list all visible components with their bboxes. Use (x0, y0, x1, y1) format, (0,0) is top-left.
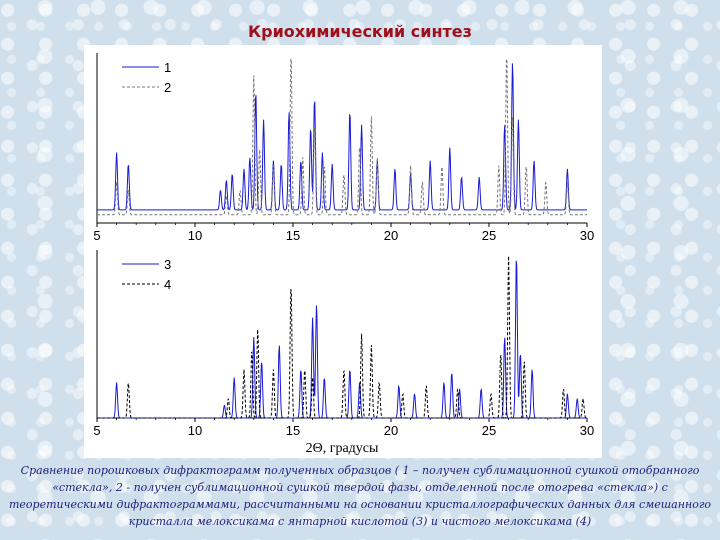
x-tick-label: 20 (384, 423, 398, 438)
x-axis-label: 2Θ, градусы (306, 441, 379, 456)
x-tick-label: 25 (482, 228, 496, 243)
series-4-line (97, 255, 587, 419)
x-tick-label: 10 (188, 228, 202, 243)
legend-label-4: 4 (164, 277, 171, 292)
legend-label-3: 3 (164, 257, 171, 272)
figure-caption: Сравнение порошковых дифрактограмм получ… (8, 464, 712, 528)
legend-label-2: 2 (164, 80, 171, 95)
slide-title: Криохимический синтез (248, 22, 472, 41)
x-tick-label: 25 (482, 423, 496, 438)
legend-label-1: 1 (164, 60, 171, 75)
x-tick-label: 10 (188, 423, 202, 438)
x-tick-label: 30 (580, 228, 594, 243)
x-tick-label: 15 (286, 423, 300, 438)
series-2-line (97, 58, 587, 216)
xrd-chart-panel: 5 10 15 20 25 30 1 2 5 10 15 20 25 30 3 4 2Θ, градусы (84, 45, 602, 458)
x-tick-label: 5 (93, 423, 100, 438)
x-tick-label: 30 (580, 423, 594, 438)
x-tick-label: 15 (286, 228, 300, 243)
series-1-line (97, 63, 587, 211)
x-tick-label: 5 (93, 228, 100, 243)
x-tick-label: 20 (384, 228, 398, 243)
